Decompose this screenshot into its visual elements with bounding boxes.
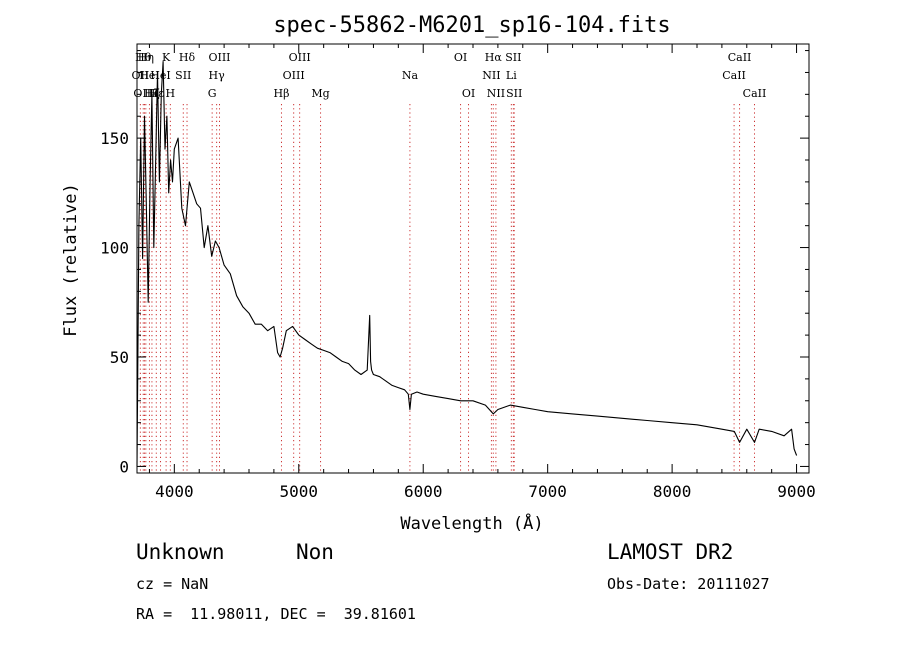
x-tick-label-4: 8000	[653, 482, 692, 501]
coordinates: RA = 11.98011, DEC = 39.81601	[136, 605, 416, 623]
spectrum-series	[136, 60, 798, 467]
line-label-9: H	[166, 87, 176, 100]
line-label-18: Mg	[311, 87, 329, 100]
x-axis-label: Wavelength (Å)	[400, 512, 543, 534]
object-subclass: Non	[296, 540, 334, 564]
y-axis-label: Flux (relative)	[61, 183, 81, 337]
line-label-0: OII	[132, 69, 150, 82]
y-tick-label-2: 100	[100, 239, 129, 258]
line-label-30: CaII	[743, 87, 767, 100]
line-label-17: OIII	[283, 69, 305, 82]
plot-frame	[136, 43, 810, 474]
line-label-19: Na	[402, 69, 419, 82]
line-label-27: SII	[506, 87, 522, 100]
spectrum-line-0	[136, 60, 798, 467]
x-axis: 4000 5000 6000 7000 8000 9000	[148, 44, 816, 501]
line-label-2: OIII	[133, 87, 155, 100]
line-label-29: CaII	[722, 69, 746, 82]
x-tick-label-2: 6000	[404, 482, 443, 501]
line-label-12: OIII	[208, 51, 230, 64]
line-label-15: Hβ	[274, 87, 290, 100]
line-label-26: Li	[506, 69, 517, 82]
x-tick-label-1: 5000	[280, 482, 319, 501]
line-label-28: CaII	[728, 51, 752, 64]
x-tick-label-3: 7000	[528, 482, 567, 501]
line-label-3: Hη	[138, 51, 154, 64]
object-class: Unknown	[136, 540, 225, 564]
line-label-13: Hγ	[209, 69, 226, 82]
observation-date: Obs-Date: 20111027	[607, 575, 770, 593]
x-tick-label-5: 9000	[777, 482, 816, 501]
line-label-20: OI	[454, 51, 467, 64]
line-label-23: NII	[482, 69, 500, 82]
chart-title: spec-55862-M6201_sp16-104.fits	[273, 13, 670, 38]
line-label-6: K	[162, 51, 171, 64]
y-axis: 0 50 100 150	[100, 50, 809, 476]
survey-name: LAMOST DR2	[607, 540, 734, 564]
line-label-16: OIII	[289, 51, 311, 64]
line-label-24: NII	[487, 87, 505, 100]
line-label-8: Hε	[149, 87, 165, 100]
line-label-11: Hδ	[179, 51, 196, 64]
y-tick-label-0: 0	[119, 457, 129, 476]
line-label-5: Hζ	[144, 87, 160, 100]
line-label-4: HeI	[139, 69, 159, 82]
line-label-22: Hα	[485, 51, 503, 64]
redshift-cz: cz = NaN	[136, 575, 209, 593]
line-label-10: SII	[175, 69, 191, 82]
y-tick-label-1: 50	[110, 348, 129, 367]
line-label-25: SII	[505, 51, 521, 64]
line-label-21: OI	[462, 87, 475, 100]
line-label-1: Hθ	[135, 51, 152, 64]
x-tick-label-0: 4000	[155, 482, 194, 501]
line-label-7: HeI	[150, 69, 170, 82]
line-label-14: G	[208, 87, 217, 100]
y-tick-label-3: 150	[100, 129, 129, 148]
